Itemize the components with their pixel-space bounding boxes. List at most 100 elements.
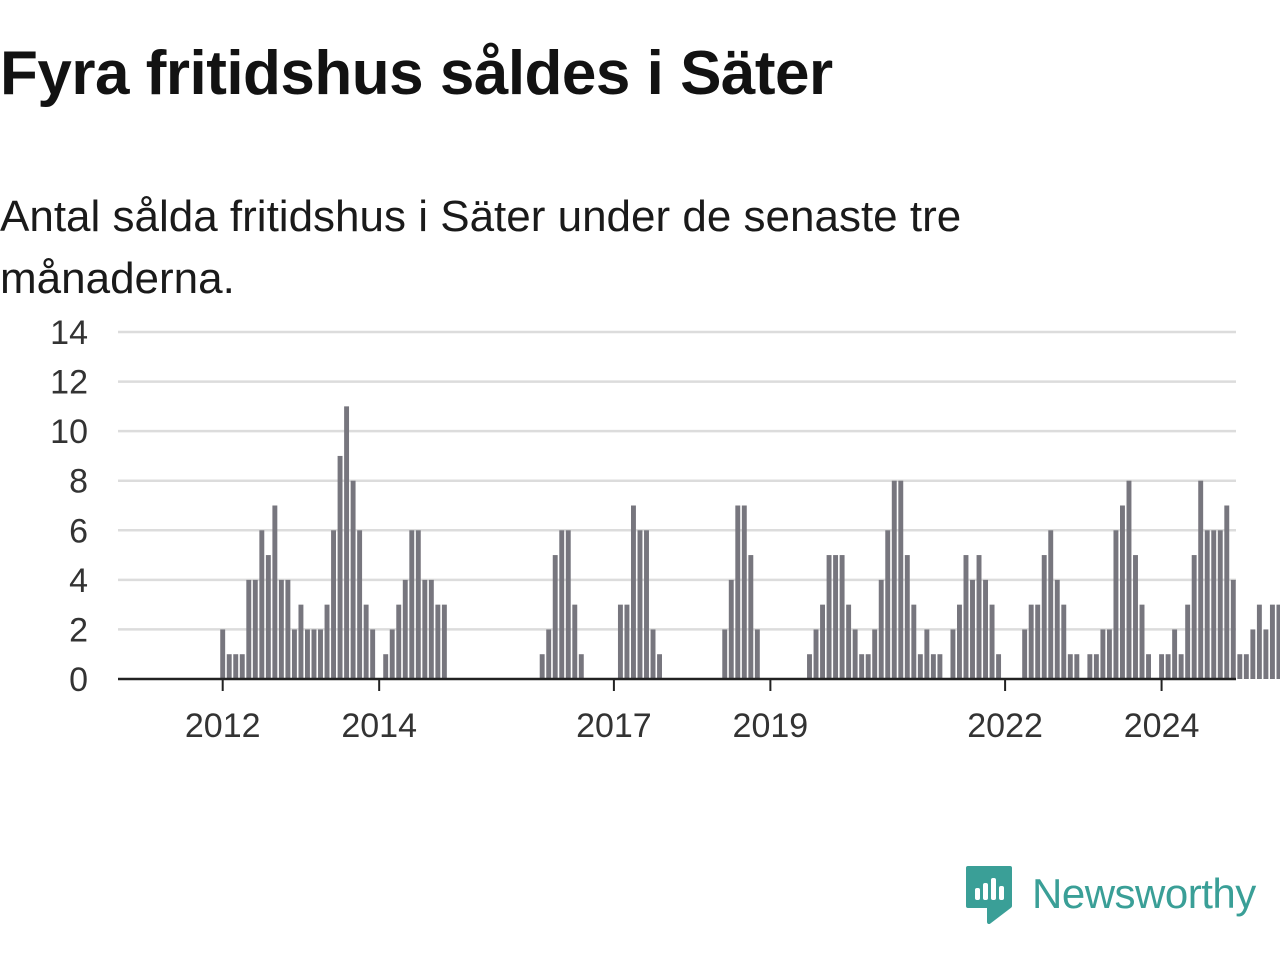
bar <box>1185 604 1191 679</box>
bar <box>285 579 291 679</box>
bar <box>1165 654 1171 679</box>
bar <box>428 579 434 679</box>
bar <box>311 629 317 679</box>
bar <box>415 530 421 679</box>
y-tick-label: 12 <box>50 364 88 402</box>
bar <box>539 654 545 679</box>
bar <box>383 654 389 679</box>
chart-title: Fyra fritidshus såldes i Säter <box>0 39 833 108</box>
x-axis-labels: 2012 2014 2017 2019 2022 2024 <box>185 679 1200 745</box>
bar <box>754 629 760 679</box>
bar <box>624 604 630 679</box>
newsworthy-logo-text: Newsworthy <box>1032 870 1256 917</box>
bar <box>318 629 323 679</box>
y-axis-labels: 0 2 4 6 8 10 12 14 <box>50 314 88 699</box>
x-tick-label: 2022 <box>967 707 1043 745</box>
bar <box>1100 629 1106 679</box>
bar <box>565 530 571 679</box>
y-tick-label: 8 <box>69 463 88 501</box>
bar <box>617 604 623 679</box>
bar <box>904 555 910 679</box>
bar <box>728 579 734 679</box>
x-tick-label: 2014 <box>341 707 417 745</box>
bar <box>1224 505 1230 679</box>
bar <box>644 530 649 679</box>
bar <box>1093 654 1099 679</box>
bar <box>976 555 982 679</box>
bar <box>1061 604 1067 679</box>
bar <box>344 406 350 679</box>
bar <box>272 505 278 679</box>
bar <box>859 654 865 679</box>
bar <box>911 604 917 679</box>
chart-subtitle: Antal sålda fritidshus i Säter under de … <box>0 192 962 303</box>
bar <box>1211 530 1217 679</box>
bar <box>1113 530 1119 679</box>
bar <box>1269 604 1275 679</box>
bar <box>402 579 408 679</box>
bar <box>435 604 441 679</box>
bar <box>1217 530 1223 679</box>
newsworthy-logo-icon <box>966 866 1012 924</box>
bar <box>657 654 662 679</box>
bar <box>865 654 871 679</box>
bar <box>409 530 415 679</box>
bar <box>331 530 336 679</box>
bar <box>833 555 839 679</box>
bar <box>885 530 891 679</box>
bar <box>735 505 741 679</box>
bar <box>1028 604 1034 679</box>
bar <box>422 579 428 679</box>
bar <box>1237 654 1243 679</box>
x-tick-label: 2019 <box>733 707 809 745</box>
bar <box>637 530 643 679</box>
bar <box>265 555 271 679</box>
x-tick-label: 2012 <box>185 707 261 745</box>
bar <box>820 604 825 679</box>
y-tick-label: 4 <box>69 562 88 600</box>
bar <box>1022 629 1028 679</box>
bar <box>1204 530 1210 679</box>
bar <box>930 654 936 679</box>
bar <box>1172 629 1178 679</box>
bar <box>441 604 447 679</box>
x-tick-label: 2024 <box>1124 707 1200 745</box>
y-tick-label: 0 <box>69 661 88 699</box>
bar <box>1133 555 1138 679</box>
bar <box>1120 505 1125 679</box>
bar <box>846 604 852 679</box>
bar <box>578 654 584 679</box>
bar <box>239 654 245 679</box>
bar <box>298 604 304 679</box>
bar <box>852 629 858 679</box>
bar <box>1126 480 1132 679</box>
bar <box>722 629 728 679</box>
bar <box>872 629 878 679</box>
bar <box>350 480 356 679</box>
bar <box>1276 604 1280 679</box>
bar <box>813 629 819 679</box>
bar <box>1243 654 1249 679</box>
bar <box>1178 654 1184 679</box>
bar <box>363 604 369 679</box>
bar <box>252 579 258 679</box>
bar <box>1198 480 1204 679</box>
y-tick-label: 2 <box>69 611 88 649</box>
bar <box>741 505 747 679</box>
bar <box>1139 604 1145 679</box>
bar <box>1048 530 1054 679</box>
newsworthy-logo: Newsworthy <box>964 864 1256 924</box>
bar <box>996 654 1002 679</box>
bar <box>957 604 962 679</box>
bar <box>839 555 845 679</box>
bar <box>278 579 284 679</box>
bar <box>324 604 330 679</box>
bar <box>989 604 995 679</box>
bar <box>396 604 402 679</box>
bar <box>983 579 988 679</box>
bar <box>807 654 812 679</box>
bar <box>220 629 226 679</box>
bar <box>924 629 930 679</box>
bar <box>1191 555 1197 679</box>
